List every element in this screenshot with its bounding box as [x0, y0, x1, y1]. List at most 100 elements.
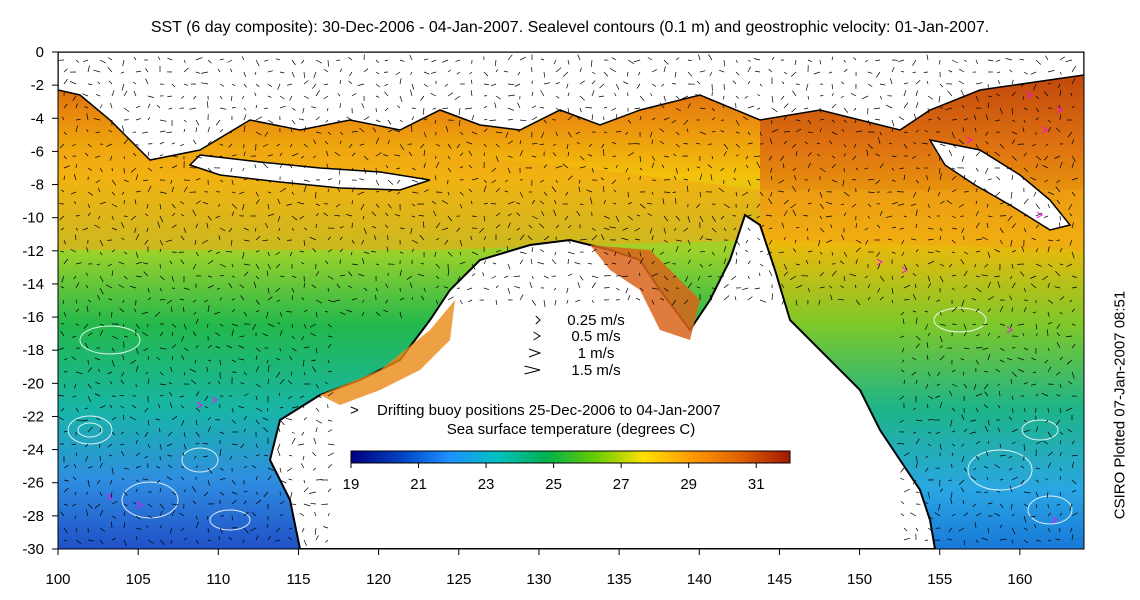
- velocity-vector: [338, 179, 341, 185]
- velocity-vector: [855, 247, 861, 253]
- velocity-vector: [123, 107, 130, 112]
- velocity-vector: [778, 179, 785, 184]
- velocity-vector: [722, 104, 725, 109]
- velocity-vector: [385, 212, 389, 217]
- velocity-vector: [171, 212, 176, 217]
- velocity-vector: [411, 215, 416, 218]
- velocity-vector: [1030, 71, 1037, 75]
- velocity-vector: [999, 143, 1005, 149]
- velocity-vector: [409, 54, 413, 61]
- velocity-vector: [615, 131, 622, 133]
- velocity-vector: [219, 477, 226, 481]
- velocity-vector: [435, 222, 441, 229]
- velocity-vector: [699, 263, 704, 268]
- velocity-vector: [291, 107, 296, 111]
- velocity-vector: [903, 263, 908, 270]
- velocity-vector: [410, 89, 413, 97]
- velocity-vector: [411, 107, 416, 109]
- velocity-vector: [97, 368, 101, 373]
- velocity-vector: [262, 143, 269, 148]
- velocity-vector: [325, 150, 329, 157]
- velocity-vector: [1047, 299, 1054, 304]
- velocity-vector: [543, 71, 546, 78]
- velocity-vector: [339, 167, 341, 175]
- velocity-vector: [987, 440, 989, 445]
- velocity-vector: [471, 263, 476, 270]
- velocity-vector: [315, 131, 322, 134]
- velocity-vector: [879, 95, 883, 100]
- velocity-vector: [195, 431, 200, 437]
- velocity-vector: [613, 202, 617, 205]
- velocity-vector: [627, 152, 634, 157]
- velocity-vector: [765, 214, 773, 217]
- velocity-key-arrow: [533, 331, 541, 341]
- velocity-vector: [997, 427, 1001, 433]
- velocity-vector: [681, 95, 689, 100]
- velocity-vector: [231, 179, 234, 185]
- velocity-vector: [819, 227, 825, 233]
- velocity-vector: [898, 116, 905, 121]
- velocity-vector: [519, 140, 522, 145]
- velocity-vector: [566, 287, 569, 294]
- velocity-vector: [1032, 311, 1037, 314]
- velocity-vector: [231, 107, 236, 109]
- velocity-vector: [267, 154, 273, 157]
- y-tick-label: -14: [22, 276, 44, 293]
- velocity-vector: [735, 119, 740, 126]
- velocity-vector: [939, 173, 942, 181]
- velocity-vector: [960, 259, 965, 265]
- velocity-vector: [650, 93, 653, 97]
- velocity-vector: [143, 179, 149, 182]
- velocity-vector: [286, 311, 293, 313]
- velocity-vector: [311, 359, 317, 362]
- velocity-vector: [854, 119, 857, 124]
- velocity-vector: [147, 151, 150, 157]
- velocity-vector: [627, 177, 630, 181]
- velocity-vector: [289, 143, 293, 148]
- velocity-vector: [612, 155, 617, 157]
- velocity-vector: [277, 321, 281, 325]
- velocity-vector: [144, 407, 149, 413]
- velocity-vector: [180, 235, 185, 241]
- velocity-vector: [912, 310, 917, 313]
- velocity-vector: [362, 258, 365, 265]
- velocity-vector: [99, 275, 104, 282]
- velocity-vector: [987, 502, 993, 505]
- velocity-vector: [373, 235, 377, 241]
- velocity-vector: [577, 116, 581, 121]
- velocity-vector: [661, 83, 665, 87]
- velocity-vector: [346, 309, 353, 313]
- velocity-vector: [663, 155, 670, 158]
- velocity-vector: [494, 59, 497, 67]
- velocity-vector: [394, 154, 401, 157]
- velocity-vector: [327, 188, 330, 193]
- velocity-vector: [267, 365, 270, 373]
- velocity-vector: [255, 191, 259, 197]
- velocity-vector: [219, 431, 225, 435]
- velocity-vector: [180, 527, 185, 532]
- velocity-vector: [651, 235, 654, 241]
- velocity-vector: [995, 368, 1001, 373]
- velocity-vector: [147, 378, 150, 385]
- velocity-vector: [171, 509, 175, 517]
- velocity-vector: [226, 345, 233, 349]
- velocity-vector: [171, 224, 177, 229]
- velocity-vector: [598, 95, 605, 98]
- velocity-vector: [387, 119, 392, 125]
- velocity-vector: [1033, 191, 1037, 197]
- velocity-vector: [927, 332, 931, 337]
- velocity-vector: [759, 224, 765, 229]
- velocity-vector: [686, 128, 689, 133]
- velocity-vector: [99, 428, 101, 433]
- velocity-vector: [97, 215, 101, 220]
- velocity-vector: [123, 179, 129, 183]
- velocity-vector: [483, 202, 488, 205]
- velocity-vector: [121, 83, 125, 91]
- velocity-vector: [108, 129, 113, 133]
- velocity-vector: [579, 155, 585, 161]
- velocity-vector: [63, 258, 69, 265]
- velocity-vector: [82, 93, 89, 97]
- velocity-vector: [469, 71, 473, 75]
- velocity-vector: [591, 248, 597, 253]
- velocity-vector: [937, 116, 941, 121]
